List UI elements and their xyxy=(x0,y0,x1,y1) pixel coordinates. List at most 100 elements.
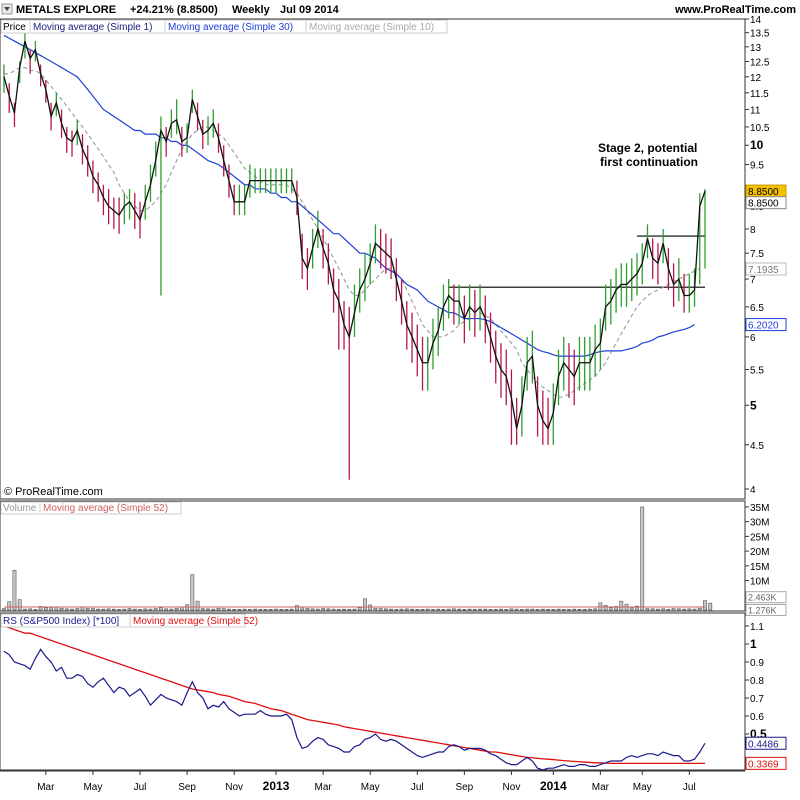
annotation-line2: first continuation xyxy=(600,155,698,169)
volume-bar xyxy=(373,607,378,611)
legend-ma1[interactable]: Moving average (Simple 1) xyxy=(33,22,153,33)
volume-bar xyxy=(556,608,561,611)
header-bar: METALS EXPLORE +24.21% (8.8500) Weekly J… xyxy=(0,0,800,18)
rs-tick-label: 0.9 xyxy=(750,658,764,669)
volume-bar xyxy=(91,608,95,611)
volume-bar xyxy=(567,609,571,611)
volume-bar xyxy=(656,608,660,611)
volume-bar xyxy=(582,609,587,611)
volume-bar xyxy=(190,574,195,611)
volume-bar xyxy=(321,608,326,611)
ma10-line xyxy=(4,67,701,399)
volume-bar xyxy=(378,608,383,611)
price-tag-label: 6.2020 xyxy=(748,321,779,332)
x-tick-label: 2013 xyxy=(263,779,290,793)
price-tag-box xyxy=(745,196,787,210)
price-tick-label: 8 xyxy=(750,225,756,236)
volume-bar xyxy=(106,608,111,611)
volume-bar xyxy=(635,605,639,611)
rs-tag-box xyxy=(745,736,787,750)
volume-bar xyxy=(59,607,64,611)
volume-bar xyxy=(143,608,148,611)
volume-bar xyxy=(488,609,493,611)
x-tick-label: Nov xyxy=(225,782,243,793)
x-tick-label: Jul xyxy=(411,782,424,793)
volume-bar xyxy=(708,602,713,611)
x-tick-label: Mar xyxy=(314,782,332,793)
price-tick-label: 10.5 xyxy=(750,123,770,134)
rs-path xyxy=(3,648,706,771)
volume-bar xyxy=(640,506,645,611)
volume-bar xyxy=(268,609,273,611)
volume-bar xyxy=(363,598,367,611)
x-tick-label: Sep xyxy=(455,782,473,793)
volume-bar xyxy=(284,609,289,611)
volume-bar xyxy=(572,608,577,611)
volume-bar xyxy=(493,609,498,611)
volume-bar xyxy=(117,609,121,611)
legend-volume[interactable]: Volume xyxy=(3,503,37,514)
x-tick-label: Mar xyxy=(37,782,55,793)
volume-tag-box xyxy=(745,603,787,616)
volume-bar xyxy=(645,608,650,611)
volume-bar xyxy=(127,608,132,611)
legend-price[interactable]: Price xyxy=(3,22,26,33)
price-tick-label: 9.5 xyxy=(750,160,764,171)
volume-bar xyxy=(399,608,404,611)
copyright: © ProRealTime.com xyxy=(4,486,103,498)
volume-bar xyxy=(28,608,33,611)
volume-bar xyxy=(17,599,22,611)
price-change: +24.21% (8.8500) xyxy=(130,4,218,16)
rs-line xyxy=(3,648,706,771)
x-tick-label: Mar xyxy=(592,782,610,793)
price-tick-label: 4.5 xyxy=(750,441,764,452)
price-tick-label: 5.5 xyxy=(750,366,764,377)
price-line xyxy=(3,40,706,430)
volume-bar xyxy=(96,608,101,611)
volume-tick-label: 15M xyxy=(750,562,769,573)
volume-bar xyxy=(687,608,692,611)
price-tick-label: 14 xyxy=(750,15,762,26)
date-label: Jul 09 2014 xyxy=(280,4,340,16)
volume-bar xyxy=(472,609,477,611)
volume-bar xyxy=(483,608,488,611)
price-panel: Price Moving average (Simple 1) Moving a… xyxy=(0,15,787,500)
dropdown-icon[interactable] xyxy=(1,3,13,15)
volume-bar xyxy=(650,608,655,611)
volume-tick-label: 25M xyxy=(750,532,769,543)
volume-bar xyxy=(535,609,540,611)
volume-bar xyxy=(263,609,268,611)
legend-rs[interactable]: RS (S&P500 Index) [*100] xyxy=(3,616,119,627)
volume-legend: Volume Moving average (Simple 52) xyxy=(0,501,182,515)
legend-rs-ma[interactable]: Moving average (Simple 52) xyxy=(133,616,258,627)
legend-volume-ma[interactable]: Moving average (Simple 52) xyxy=(43,503,168,514)
volume-bar xyxy=(420,609,425,611)
volume-bar xyxy=(227,608,231,611)
legend-ma30[interactable]: Moving average (Simple 30) xyxy=(168,22,293,33)
site-label[interactable]: www.ProRealTime.com xyxy=(674,4,796,16)
volume-bar xyxy=(211,608,216,611)
annotation-line1: Stage 2, potential xyxy=(598,141,697,155)
volume-bar xyxy=(520,609,524,611)
price-tag-label: 8.8500 xyxy=(748,187,779,198)
volume-bar xyxy=(347,609,352,611)
volume-bar xyxy=(174,607,179,611)
volume-bar xyxy=(295,605,299,611)
volume-bar xyxy=(525,608,530,611)
volume-tick-label: 35M xyxy=(750,503,769,514)
volume-bar xyxy=(446,608,451,611)
volume-bar xyxy=(326,608,331,611)
rs-tag-label: 0.3369 xyxy=(748,759,779,770)
volume-bar xyxy=(509,608,514,611)
volume-bar xyxy=(441,609,446,611)
price-tag-label: 7.1935 xyxy=(748,265,779,276)
volume-bar xyxy=(436,608,441,611)
volume-tick-label: 30M xyxy=(750,518,769,529)
volume-bar xyxy=(195,600,200,611)
volume-bar xyxy=(394,609,399,611)
legend-ma10[interactable]: Moving average (Simple 10) xyxy=(309,22,434,33)
symbol-title: METALS EXPLORE xyxy=(16,4,116,16)
price-tag-label: 8.8500 xyxy=(748,199,779,210)
x-tick-label: May xyxy=(83,782,102,793)
x-axis: Mar May Jul Sep Nov 2013 Mar May Jul Sep Nov 2014 Ma… xyxy=(0,770,745,793)
